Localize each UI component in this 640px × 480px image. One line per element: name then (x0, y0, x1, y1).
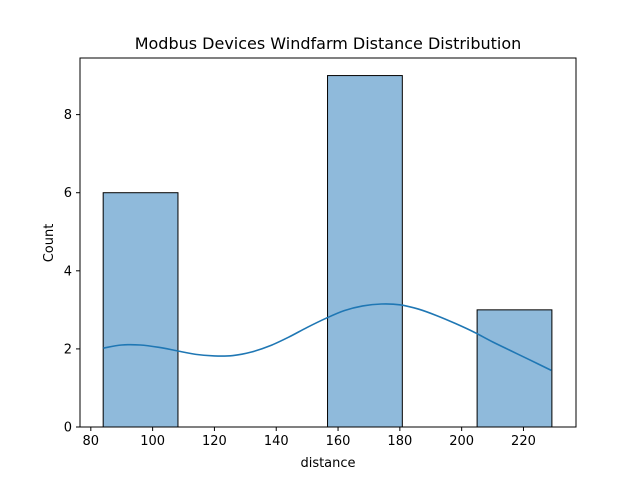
histogram-bar-0 (102, 192, 179, 428)
x-tick-label: 120 (202, 434, 227, 449)
y-tick-label: 0 (64, 421, 72, 436)
y-axis-title: Count (42, 224, 57, 263)
plot-frame (79, 57, 577, 428)
x-tick-label: 220 (511, 434, 536, 449)
y-tick-label: 8 (64, 108, 72, 123)
histogram-bar-3 (327, 75, 403, 428)
x-tick-label: 160 (326, 434, 351, 449)
y-axis: 0 2 4 6 8 (64, 108, 80, 436)
y-tick-label: 6 (64, 186, 72, 201)
x-axis: 80 100 120 140 160 180 200 220 (83, 427, 536, 449)
x-tick-label: 180 (387, 434, 412, 449)
x-tick-label: 140 (264, 434, 289, 449)
y-tick-label: 4 (64, 264, 72, 279)
chart-title: Modbus Devices Windfarm Distance Distrib… (135, 34, 522, 53)
bars-layer (102, 75, 553, 428)
x-tick-label: 100 (140, 434, 165, 449)
x-axis-title: distance (300, 456, 355, 471)
kde-line (103, 303, 552, 372)
y-tick-label: 2 (64, 342, 72, 357)
x-tick-label: 80 (83, 434, 100, 449)
x-tick-label: 200 (449, 434, 474, 449)
histogram-bar-5 (476, 309, 553, 428)
